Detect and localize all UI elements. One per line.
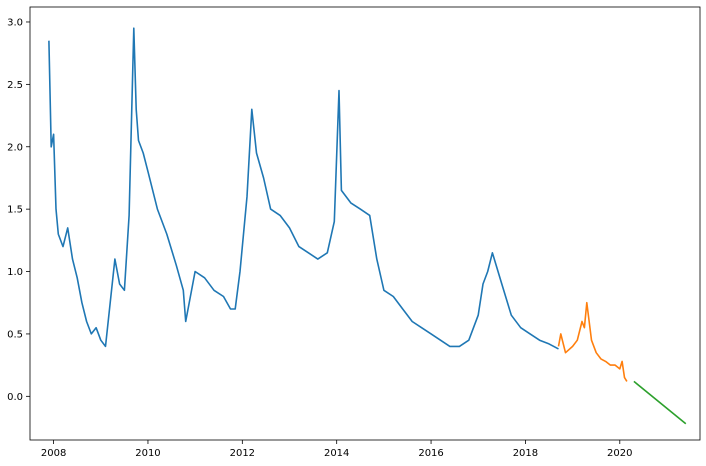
x-tick-label: 2010	[135, 448, 160, 459]
x-tick-label: 2020	[607, 448, 632, 459]
series-line-1	[48, 27, 559, 350]
y-axis: 0.0 0.5 1.0 1.5 2.0 2.5 3.0	[7, 17, 30, 403]
series-line-3	[633, 380, 687, 425]
plot-area	[29, 6, 701, 441]
y-tick-label: 3.0	[7, 17, 23, 28]
x-axis: 2008 2010 2012 2014 2016 2018 2020	[41, 440, 633, 459]
x-tick-label: 2014	[324, 448, 349, 459]
x-tick-label: 2008	[41, 448, 66, 459]
series-lines	[48, 27, 687, 425]
y-tick-label: 0.0	[7, 392, 23, 403]
series-line-2	[557, 301, 628, 382]
x-tick-label: 2012	[230, 448, 255, 459]
x-tick-label: 2016	[418, 448, 443, 459]
y-tick-label: 1.0	[7, 267, 23, 278]
y-tick-label: 2.5	[7, 80, 23, 91]
y-tick-label: 1.5	[7, 205, 23, 216]
y-tick-label: 2.0	[7, 142, 23, 153]
x-tick-label: 2018	[513, 448, 538, 459]
y-tick-label: 0.5	[7, 329, 23, 340]
